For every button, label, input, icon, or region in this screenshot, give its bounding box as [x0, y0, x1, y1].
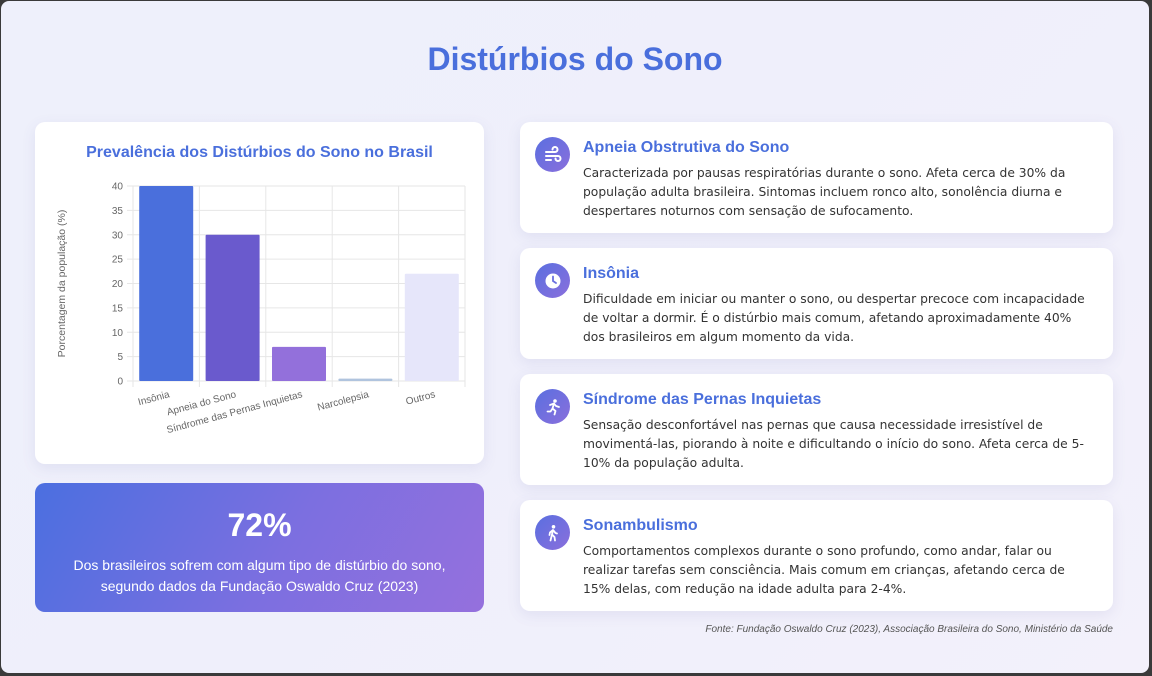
x-tick-label: Insônia — [137, 389, 171, 408]
y-axis-label: Porcentagem da população (%) — [56, 210, 68, 358]
y-tick-label: 20 — [112, 279, 124, 290]
walking-icon — [535, 515, 570, 550]
y-tick-label: 40 — [112, 182, 124, 193]
disorder-card-insomnia: Insônia Dificuldade em iniciar ou manter… — [520, 248, 1113, 359]
bar-chart: 0 5 10 15 20 25 30 35 40 Porcentagem da população… — [56, 182, 466, 436]
clock-icon — [535, 263, 570, 298]
y-tick-label: 5 — [117, 352, 123, 363]
running-icon — [535, 389, 570, 424]
bar — [338, 378, 393, 381]
chart-card: Prevalência dos Distúrbios do Sono no Br… — [35, 122, 484, 464]
disorder-title: Sonambulismo — [583, 517, 698, 534]
y-tick-label: 10 — [112, 328, 124, 339]
disorder-description: Comportamentos complexos durante o sono … — [583, 544, 1065, 596]
y-tick-label: 30 — [112, 230, 124, 241]
disorder-description: Sensação desconfortável nas pernas que c… — [583, 418, 1084, 470]
disorder-description: Caracterizada por pausas respiratórias d… — [583, 166, 1066, 218]
y-tick-label: 35 — [112, 206, 124, 217]
bar — [205, 234, 260, 381]
stat-card: 72% Dos brasileiros sofrem com algum tip… — [35, 483, 484, 612]
x-tick-label: Outros — [405, 389, 437, 407]
disorder-card-restless-legs: Síndrome das Pernas Inquietas Sensação d… — [520, 374, 1113, 485]
stat-description: Dos brasileiros sofrem com algum tipo de… — [73, 557, 446, 594]
x-tick-label: Narcolepsia — [316, 389, 370, 413]
bar — [272, 346, 326, 381]
wind-icon — [535, 137, 570, 172]
bar — [139, 186, 194, 381]
disorder-card-sleepwalking: Sonambulismo Comportamentos complexos du… — [520, 500, 1113, 611]
stat-value: 72% — [227, 507, 292, 543]
disorder-title: Apneia Obstrutiva do Sono — [583, 139, 790, 156]
y-tick-label: 15 — [112, 303, 124, 314]
source-note: Fonte: Fundação Oswaldo Cruz (2023), Ass… — [705, 624, 1113, 635]
disorder-title: Síndrome das Pernas Inquietas — [583, 391, 822, 408]
chart-title: Prevalência dos Distúrbios do Sono no Br… — [86, 144, 433, 161]
y-tick-label: 0 — [117, 377, 123, 388]
page-title: Distúrbios do Sono — [427, 41, 723, 77]
bar — [404, 273, 459, 381]
disorder-card-apnea: Apneia Obstrutiva do Sono Caracterizada … — [520, 122, 1113, 233]
disorder-description: Dificuldade em iniciar ou manter o sono,… — [583, 292, 1085, 344]
y-tick-label: 25 — [112, 255, 124, 266]
disorder-title: Insônia — [583, 265, 640, 282]
